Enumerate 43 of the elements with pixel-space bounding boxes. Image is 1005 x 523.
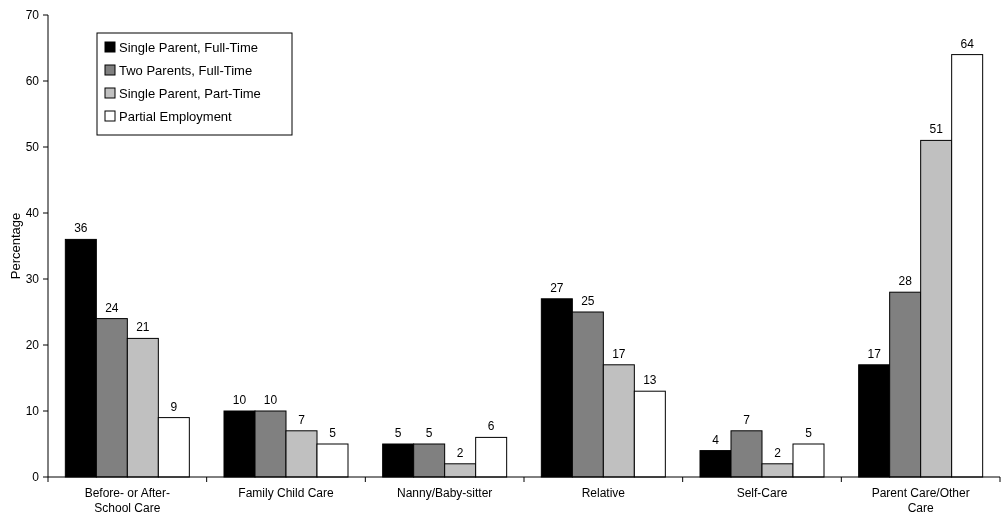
data-label: 10 xyxy=(232,393,247,407)
data-label: 21 xyxy=(136,320,150,335)
data-label: 17 xyxy=(612,346,626,361)
data-label: 2 xyxy=(774,445,782,460)
data-label: 17 xyxy=(867,346,882,361)
y-tick-label: 50 xyxy=(25,140,40,155)
data-label: 36 xyxy=(74,221,88,236)
data-label: 5 xyxy=(425,426,433,440)
legend-label: Partial Employment xyxy=(119,108,233,124)
x-tick-label: Before- or After-School Care xyxy=(84,486,171,515)
y-tick-label: 40 xyxy=(25,206,40,221)
data-label: 5 xyxy=(394,426,402,440)
legend-label: Single Parent, Part-Time xyxy=(119,85,261,101)
data-label: 7 xyxy=(743,412,751,427)
data-label: 4 xyxy=(712,432,720,447)
data-label: 7 xyxy=(298,412,306,427)
data-label: 24 xyxy=(105,300,119,315)
data-label: 5 xyxy=(329,426,337,440)
data-label: 6 xyxy=(487,419,495,434)
data-label: 51 xyxy=(929,122,944,137)
x-tick-label: Nanny/Baby-sitter xyxy=(396,486,493,500)
data-label: 28 xyxy=(898,274,913,289)
data-label: 27 xyxy=(550,280,564,295)
y-tick-label: 10 xyxy=(25,404,40,419)
y-tick-label: 20 xyxy=(25,338,40,353)
data-label: 64 xyxy=(960,36,975,51)
legend-label: Single Parent, Full-Time xyxy=(119,39,258,55)
data-label: 25 xyxy=(581,294,595,308)
x-tick-label: Parent Care/Other Care xyxy=(871,486,970,515)
x-tick-label: Relative xyxy=(581,486,626,500)
data-label: 5 xyxy=(805,426,813,440)
y-tick-label: 0 xyxy=(32,470,40,485)
x-tick-label: Self-Care xyxy=(736,486,788,500)
y-tick-label: 30 xyxy=(25,272,40,287)
data-label: 13 xyxy=(643,373,657,388)
data-label: 9 xyxy=(170,399,178,414)
y-axis-title: Percentage xyxy=(8,212,23,280)
x-tick-label: Family Child Care xyxy=(238,486,334,500)
data-label: 2 xyxy=(456,445,464,460)
y-tick-label: 70 xyxy=(25,8,40,23)
data-label: 10 xyxy=(263,393,278,407)
y-tick-label: 60 xyxy=(25,74,40,89)
legend-label: Two Parents, Full-Time xyxy=(119,62,253,78)
